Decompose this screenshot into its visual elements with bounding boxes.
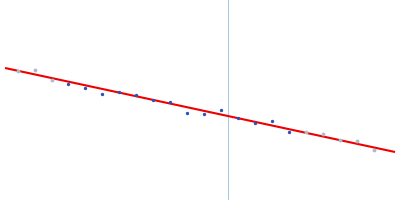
- Point: [167, 101, 173, 104]
- Point: [150, 99, 156, 102]
- Point: [303, 130, 309, 133]
- Point: [337, 138, 343, 141]
- Point: [354, 140, 360, 143]
- Point: [286, 131, 292, 134]
- Point: [49, 78, 55, 81]
- Point: [99, 92, 105, 95]
- Point: [32, 68, 38, 71]
- Point: [116, 91, 122, 94]
- Point: [133, 94, 139, 97]
- Point: [201, 112, 207, 115]
- Point: [82, 86, 88, 89]
- Point: [65, 83, 71, 86]
- Point: [371, 148, 377, 152]
- Point: [320, 132, 326, 135]
- Point: [15, 70, 21, 73]
- Point: [235, 116, 241, 119]
- Point: [269, 119, 275, 123]
- Point: [184, 111, 190, 114]
- Point: [218, 108, 224, 112]
- Point: [252, 122, 258, 125]
